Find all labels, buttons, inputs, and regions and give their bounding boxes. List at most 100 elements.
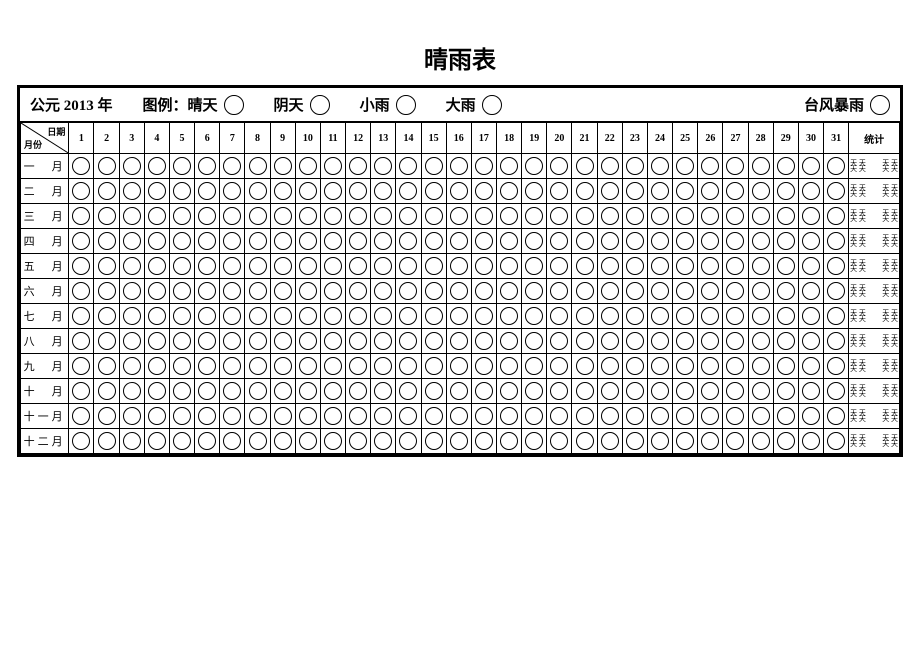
day-cell — [94, 404, 119, 429]
circle-icon — [299, 432, 317, 450]
day-cell — [69, 404, 94, 429]
day-cell — [547, 204, 572, 229]
circle-icon — [299, 332, 317, 350]
day-cell — [446, 379, 471, 404]
circle-icon — [399, 357, 417, 375]
day-cell — [69, 154, 94, 179]
circle-icon — [324, 232, 342, 250]
circle-icon — [701, 382, 719, 400]
stat-cell: 天 天天 天天 天天 天 — [849, 304, 900, 329]
day-cell — [144, 154, 169, 179]
circle-icon — [72, 207, 90, 225]
circle-icon — [198, 257, 216, 275]
day-cell — [245, 254, 270, 279]
circle-icon — [752, 282, 770, 300]
circle-icon — [198, 357, 216, 375]
circle-icon — [601, 432, 619, 450]
day-cell — [119, 429, 144, 454]
day-cell — [723, 254, 748, 279]
circle-icon — [475, 432, 493, 450]
day-cell — [446, 354, 471, 379]
legend-item: 阴天 — [274, 94, 330, 115]
circle-icon — [651, 232, 669, 250]
day-cell — [421, 279, 446, 304]
circle-icon — [399, 282, 417, 300]
day-cell — [522, 254, 547, 279]
day-cell — [597, 204, 622, 229]
circle-icon — [399, 157, 417, 175]
stat-line: 天 天天 天 — [850, 291, 898, 297]
circle-icon — [576, 282, 594, 300]
circle-icon — [173, 382, 191, 400]
circle-icon — [525, 307, 543, 325]
day-cell — [346, 329, 371, 354]
day-cell — [270, 304, 295, 329]
circle-icon — [752, 432, 770, 450]
circle-icon — [752, 382, 770, 400]
day-header: 7 — [220, 123, 245, 154]
circle-icon — [676, 207, 694, 225]
circle-icon — [399, 432, 417, 450]
circle-icon — [98, 382, 116, 400]
circle-icon — [198, 407, 216, 425]
day-cell — [144, 204, 169, 229]
circle-icon — [173, 282, 191, 300]
circle-icon — [399, 182, 417, 200]
day-cell — [496, 429, 521, 454]
day-cell — [94, 204, 119, 229]
circle-icon — [198, 307, 216, 325]
day-cell — [748, 154, 773, 179]
day-cell — [94, 304, 119, 329]
day-cell — [522, 429, 547, 454]
circle-icon — [482, 95, 502, 115]
day-cell — [748, 229, 773, 254]
table-row: 八 月天 天天 天天 天天 天 — [21, 329, 900, 354]
circle-icon — [651, 382, 669, 400]
diag-top: 日期 — [47, 125, 65, 138]
day-cell — [547, 279, 572, 304]
circle-icon — [450, 257, 468, 275]
day-cell — [346, 429, 371, 454]
legend-item: 大雨 — [446, 94, 502, 115]
day-cell — [396, 429, 421, 454]
month-cell: 七 月 — [21, 304, 69, 329]
month-cell: 九 月 — [21, 354, 69, 379]
circle-icon — [525, 382, 543, 400]
circle-icon — [752, 257, 770, 275]
circle-icon — [450, 282, 468, 300]
day-cell — [346, 154, 371, 179]
day-header: 6 — [195, 123, 220, 154]
circle-icon — [752, 307, 770, 325]
circle-icon — [525, 332, 543, 350]
day-cell — [673, 354, 698, 379]
day-cell — [547, 154, 572, 179]
circle-icon — [525, 207, 543, 225]
day-cell — [144, 354, 169, 379]
circle-icon — [500, 357, 518, 375]
page-title: 晴雨表 — [424, 40, 496, 75]
day-cell — [673, 379, 698, 404]
day-cell — [421, 204, 446, 229]
day-cell — [647, 354, 672, 379]
day-cell — [647, 154, 672, 179]
day-header: 24 — [647, 123, 672, 154]
day-cell — [69, 254, 94, 279]
day-cell — [69, 204, 94, 229]
day-cell — [220, 154, 245, 179]
day-cell — [320, 354, 345, 379]
circle-icon — [752, 157, 770, 175]
circle-icon — [198, 282, 216, 300]
circle-icon — [802, 157, 820, 175]
circle-icon — [601, 407, 619, 425]
circle-icon — [148, 382, 166, 400]
day-cell — [622, 229, 647, 254]
circle-icon — [299, 282, 317, 300]
day-cell — [119, 154, 144, 179]
circle-icon — [173, 157, 191, 175]
day-cell — [547, 229, 572, 254]
day-cell — [69, 279, 94, 304]
circle-icon — [676, 307, 694, 325]
circle-icon — [123, 382, 141, 400]
day-cell — [421, 354, 446, 379]
circle-icon — [651, 407, 669, 425]
